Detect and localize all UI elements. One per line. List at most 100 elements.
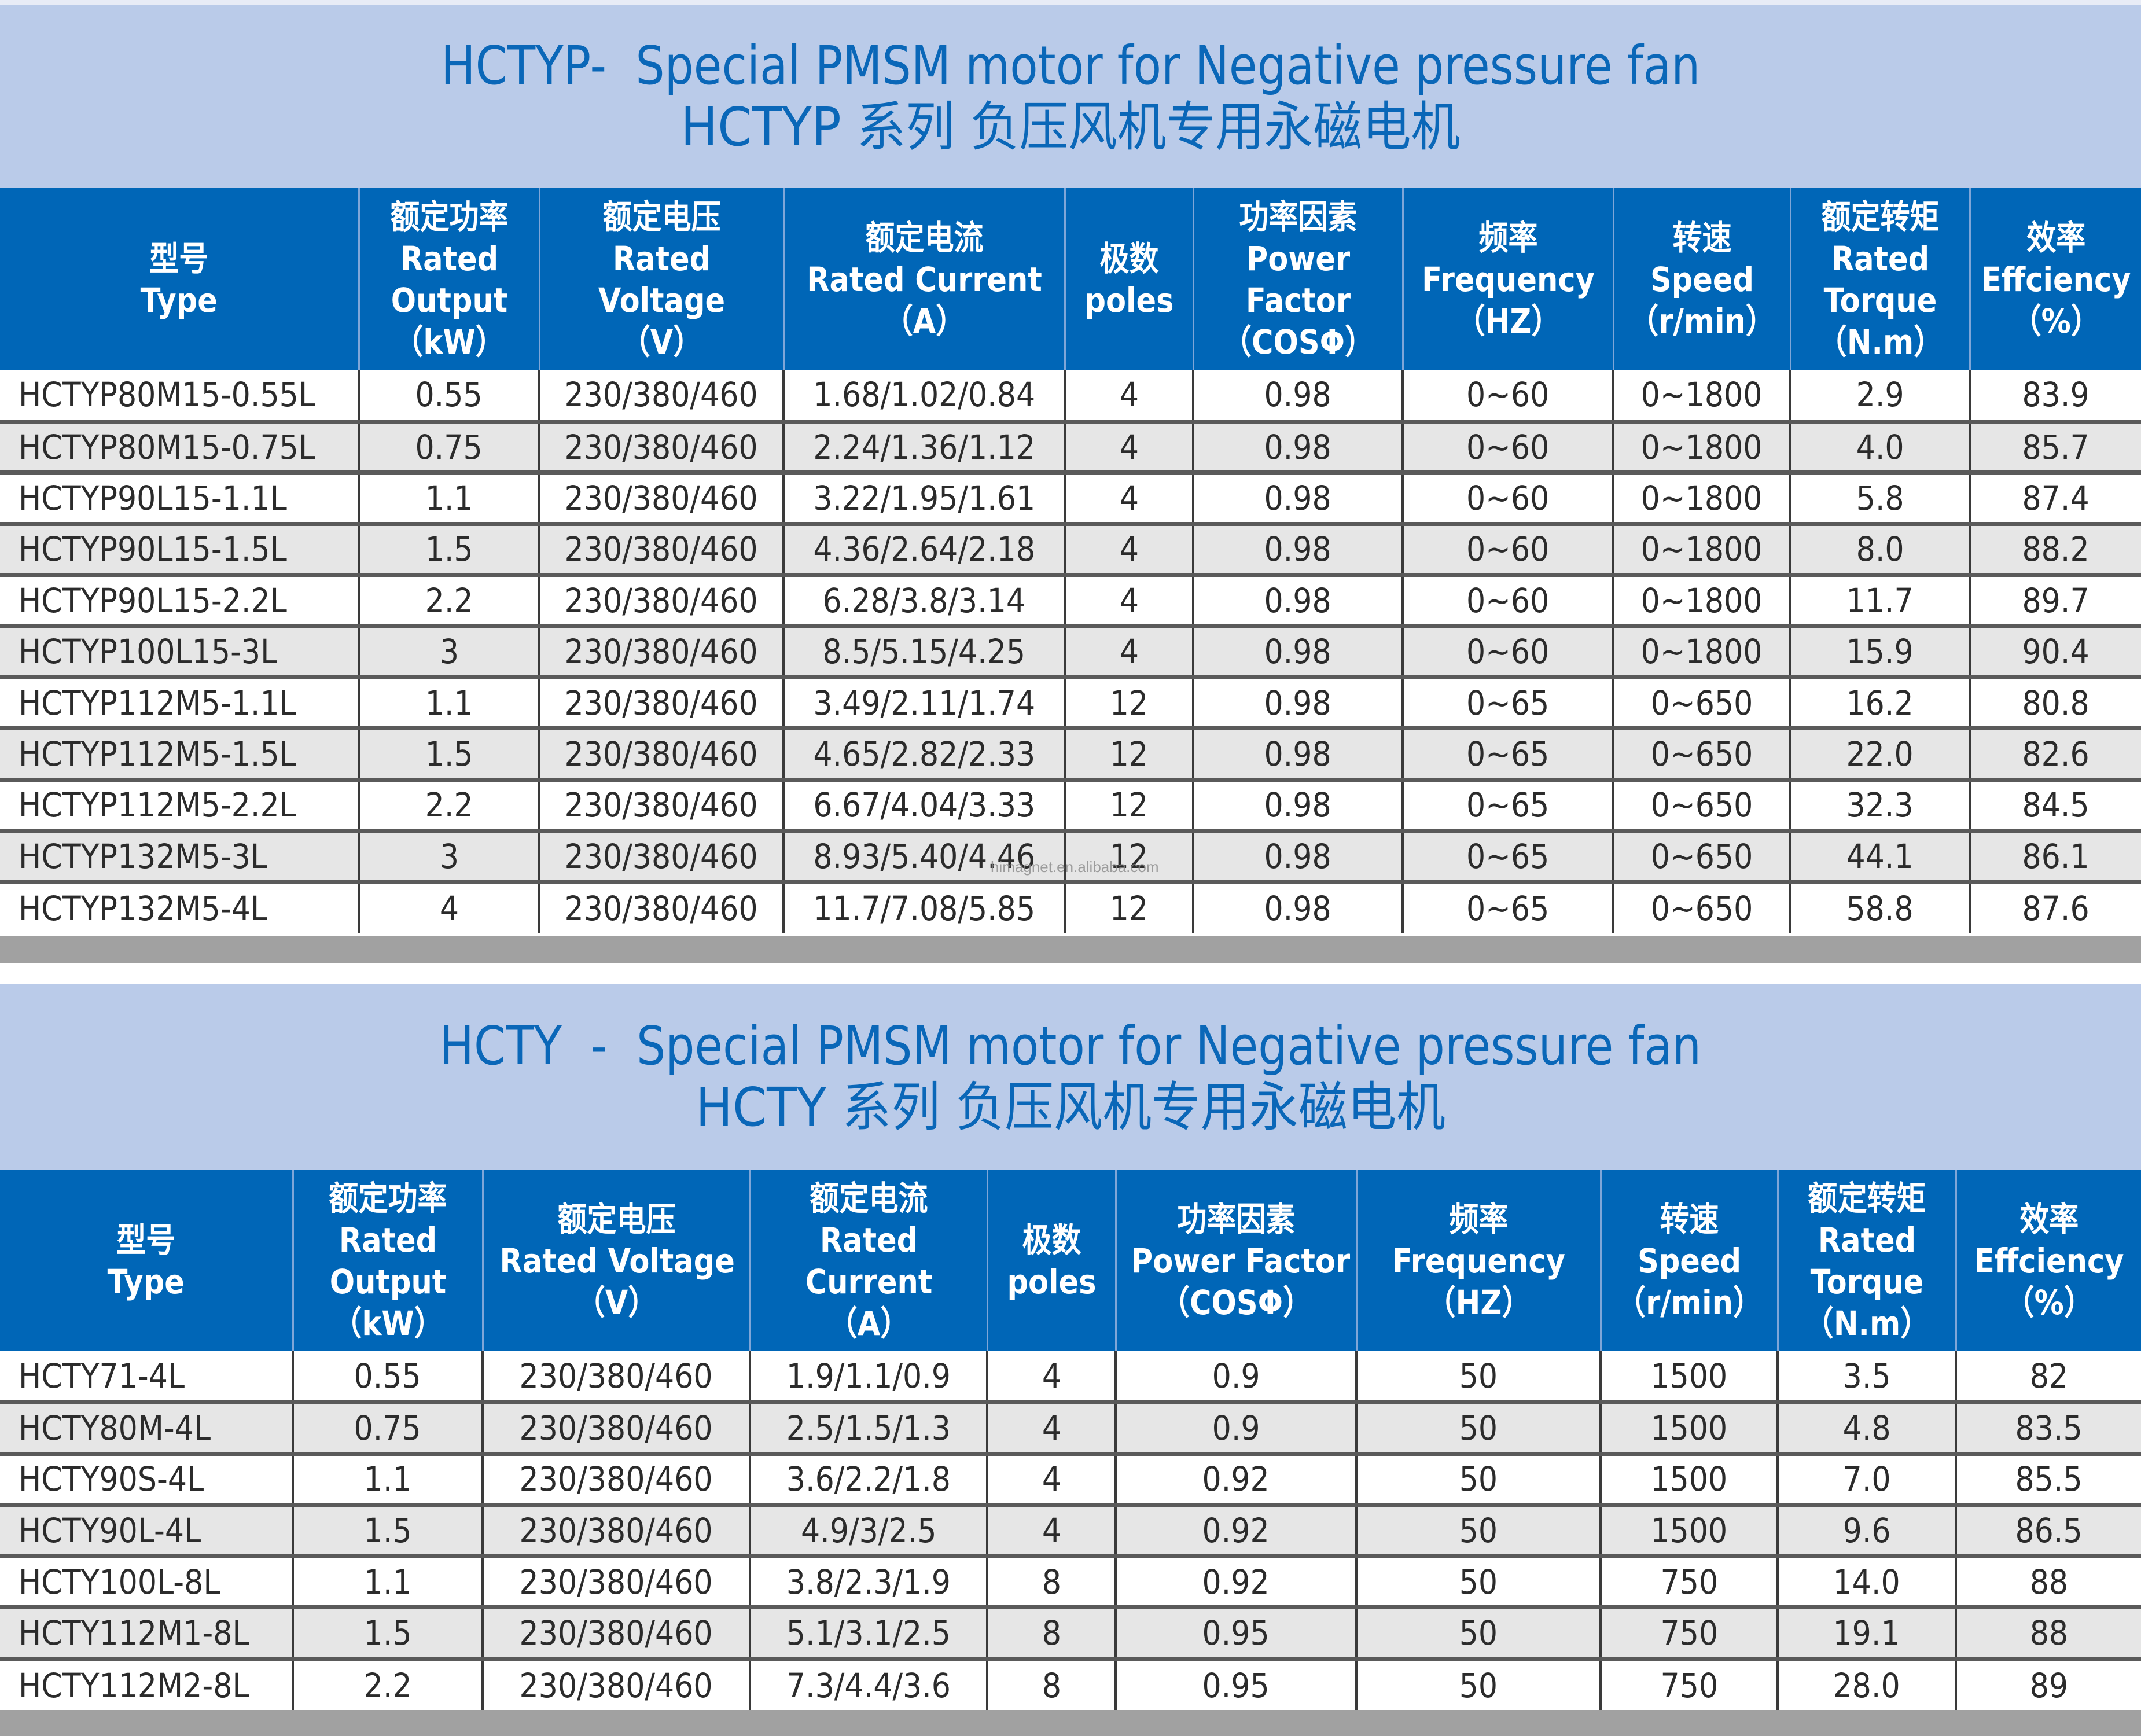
cell-rated-output: 1.5 <box>358 726 540 780</box>
col-header-poles: 极数 poles <box>1064 188 1194 370</box>
cell-frequency: 0~65 <box>1401 777 1614 831</box>
cell-value: 0~1800 <box>1641 529 1763 569</box>
cell-value: 750 <box>1660 1613 1718 1653</box>
cell-value: 230/380/460 <box>519 1356 713 1396</box>
cell-type: HCTY90L-4L <box>0 1503 294 1557</box>
cell-value: 230/380/460 <box>519 1562 713 1602</box>
cell-value: 4.8 <box>1842 1408 1891 1448</box>
cell-efficiency: 89 <box>1955 1657 2141 1711</box>
cell-efficiency: 85.5 <box>1955 1451 2141 1505</box>
cell-rated-torque: 2.9 <box>1789 370 1971 422</box>
col-header-power-factor: 功率因素 Power Factor （COSΦ） <box>1192 188 1404 370</box>
cell-value: 0~1800 <box>1641 580 1763 620</box>
cell-value: HCTYP90L15-1.5L <box>19 529 287 569</box>
cell-value: 87.4 <box>2022 478 2090 518</box>
table-row: HCTY71-4L 0.55 230/380/460 1.9/1.1/0.9 4 0.9 5… <box>0 1351 2141 1403</box>
hctyp-title-band: HCTYP- Special PMSM motor for Negative p… <box>0 5 2141 188</box>
cell-rated-torque: 4.0 <box>1789 419 1971 473</box>
cell-speed: 0~1800 <box>1612 470 1791 524</box>
cell-type: HCTY90S-4L <box>0 1451 294 1505</box>
cell-rated-output: 3 <box>358 624 540 678</box>
cell-poles: 4 <box>986 1451 1117 1505</box>
col-header-frequency: 频率 Frequency （HZ） <box>1401 188 1614 370</box>
cell-efficiency: 88.2 <box>1969 521 2141 575</box>
cell-value: 87.6 <box>2022 888 2090 928</box>
cell-type: HCTYP132M5-4L <box>0 880 360 933</box>
cell-value: 0.92 <box>1202 1459 1270 1499</box>
cell-value: 4.36/2.64/2.18 <box>813 529 1035 569</box>
cell-speed: 1500 <box>1599 1451 1779 1505</box>
table-row: HCTYP112M5-2.2L 2.2 230/380/460 6.67/4.04/3… <box>0 777 2141 831</box>
cell-value: HCTYP80M15-0.55L <box>19 375 315 415</box>
cell-speed: 0~650 <box>1612 880 1791 933</box>
cell-value: 0.75 <box>354 1408 422 1448</box>
cell-type: HCTY112M2-8L <box>0 1657 294 1711</box>
cell-value: 230/380/460 <box>519 1613 713 1653</box>
cell-rated-voltage: 230/380/460 <box>538 370 785 422</box>
cell-rated-current: 7.3/4.4/3.6 <box>749 1657 988 1711</box>
cell-rated-voltage: 230/380/460 <box>538 521 785 575</box>
cell-value: 7.0 <box>1842 1459 1891 1499</box>
cell-value: 750 <box>1660 1562 1718 1602</box>
cell-value: 4 <box>1119 529 1139 569</box>
cell-value: 0~60 <box>1466 427 1550 467</box>
cell-value: 4 <box>1119 580 1139 620</box>
cell-type: HCTY71-4L <box>0 1351 294 1403</box>
cell-power-factor: 0.98 <box>1192 829 1404 882</box>
cell-frequency: 50 <box>1355 1351 1602 1403</box>
cell-poles: 4 <box>1064 419 1194 473</box>
cell-efficiency: 88 <box>1955 1605 2141 1659</box>
col-header-speed: 转速 Speed （r/min） <box>1612 188 1791 370</box>
table-row: HCTY112M2-8L 2.2 230/380/460 7.3/4.4/3.6 8 0.… <box>0 1657 2141 1711</box>
hcty-table-body: HCTY71-4L 0.55 230/380/460 1.9/1.1/0.9 4 0.9 5… <box>0 1351 2141 1711</box>
header-row: 型号 Type 额定功率 Rated Output （kW） 额定电压 Rate… <box>0 188 2141 370</box>
table-row: HCTYP112M5-1.1L 1.1 230/380/460 3.49/2.11/1… <box>0 675 2141 729</box>
cell-rated-voltage: 230/380/460 <box>481 1400 751 1454</box>
cell-speed: 0~1800 <box>1612 521 1791 575</box>
cell-value: 83.9 <box>2022 375 2090 415</box>
cell-efficiency: 87.4 <box>1969 470 2141 524</box>
cell-value: 0~65 <box>1466 836 1550 876</box>
cell-efficiency: 82.6 <box>1969 726 2141 780</box>
cell-value: 12 <box>1109 836 1149 876</box>
cell-rated-torque: 11.7 <box>1789 573 1971 626</box>
cell-rated-voltage: 230/380/460 <box>481 1503 751 1557</box>
cell-value: 4 <box>1119 478 1139 518</box>
cell-value: 0~1800 <box>1641 375 1763 415</box>
cell-value: 58.8 <box>1846 888 1914 928</box>
cell-rated-current: 3.8/2.3/1.9 <box>749 1554 988 1608</box>
cell-rated-output: 2.2 <box>358 573 540 626</box>
cell-value: 1500 <box>1650 1511 1728 1551</box>
cell-frequency: 50 <box>1355 1605 1602 1659</box>
cell-poles: 4 <box>986 1400 1117 1454</box>
cell-rated-current: 1.9/1.1/0.9 <box>749 1351 988 1403</box>
cell-rated-output: 2.2 <box>358 777 540 831</box>
cell-value: 3 <box>439 836 459 876</box>
cell-value: 0.55 <box>354 1356 422 1396</box>
cell-value: 2.9 <box>1856 375 1904 415</box>
cell-frequency: 0~65 <box>1401 829 1614 882</box>
table-row: HCTY100L-8L 1.1 230/380/460 3.8/2.3/1.9 8 0.9… <box>0 1554 2141 1608</box>
cell-value: 230/380/460 <box>564 734 759 774</box>
cell-speed: 0~1800 <box>1612 419 1791 473</box>
cell-rated-output: 1.1 <box>358 675 540 729</box>
cell-rated-voltage: 230/380/460 <box>538 726 785 780</box>
cell-value: 3.8/2.3/1.9 <box>786 1562 951 1602</box>
hctyp-title-en: HCTYP- Special PMSM motor for Negative p… <box>440 34 1701 97</box>
cell-value: 0~650 <box>1650 683 1753 723</box>
cell-value: 0.98 <box>1264 529 1332 569</box>
cell-speed: 0~650 <box>1612 675 1791 729</box>
table-row: HCTYP90L15-2.2L 2.2 230/380/460 6.28/3.8/3.… <box>0 573 2141 626</box>
cell-value: 0.9 <box>1212 1356 1260 1396</box>
cell-rated-torque: 19.1 <box>1776 1605 1957 1659</box>
cell-value: 0.98 <box>1264 683 1332 723</box>
cell-value: 0.98 <box>1264 888 1332 928</box>
cell-rated-torque: 32.3 <box>1789 777 1971 831</box>
cell-frequency: 0~60 <box>1401 624 1614 678</box>
cell-efficiency: 83.9 <box>1969 370 2141 422</box>
table-row: HCTYP100L15-3L 3 230/380/460 8.5/5.15/4.25 4… <box>0 624 2141 678</box>
cell-value: 0.55 <box>415 375 483 415</box>
table-row: HCTYP90L15-1.1L 1.1 230/380/460 3.22/1.95/1… <box>0 470 2141 524</box>
cell-value: 88.2 <box>2022 529 2090 569</box>
cell-value: 32.3 <box>1846 785 1914 825</box>
